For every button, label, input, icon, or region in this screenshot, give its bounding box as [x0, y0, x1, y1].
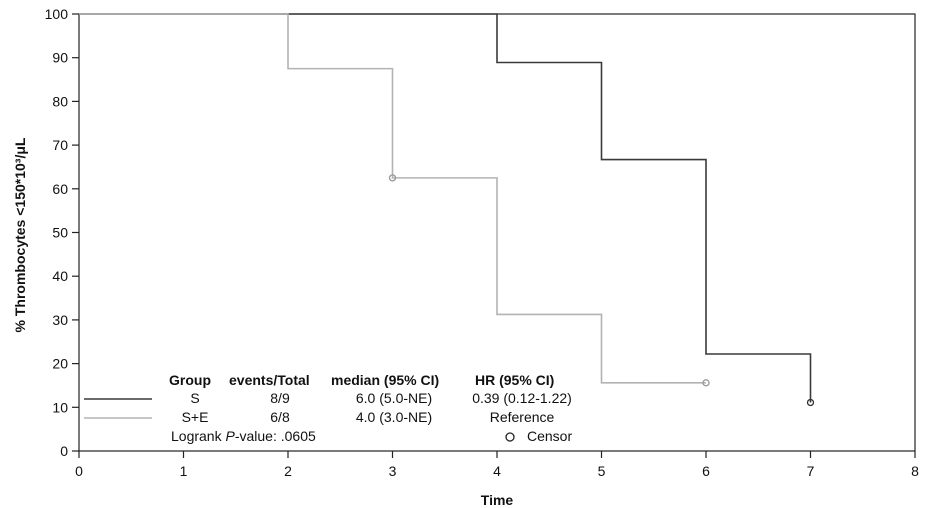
y-tick-label: 10 — [52, 399, 68, 415]
legend-row-s-group: S — [190, 390, 199, 406]
y-tick-label: 80 — [52, 93, 68, 109]
x-tick-label: 1 — [180, 463, 188, 479]
logrank-p: P — [225, 428, 235, 444]
legend-row-s-median: 6.0 (5.0-NE) — [356, 390, 432, 406]
legend-row-se-median: 4.0 (3.0-NE) — [356, 409, 432, 425]
y-axis-ticks: 0 10 20 30 40 50 60 70 80 90 100 — [45, 6, 79, 459]
x-tick-label: 7 — [807, 463, 815, 479]
y-tick-label: 60 — [52, 181, 68, 197]
x-tick-label: 5 — [598, 463, 606, 479]
legend-header-median: median (95% CI) — [331, 372, 439, 388]
x-tick-label: 2 — [284, 463, 292, 479]
censor-mark-s-e — [702, 379, 710, 387]
x-tick-label: 6 — [702, 463, 710, 479]
x-tick-label: 3 — [389, 463, 397, 479]
legend-row-s-events: 8/9 — [270, 390, 290, 406]
x-axis-ticks: 0 1 2 3 4 5 6 7 8 — [75, 451, 919, 479]
x-tick-label: 8 — [911, 463, 919, 479]
y-tick-label: 90 — [52, 50, 68, 66]
censor-mark-s-e — [388, 174, 397, 182]
legend-censor-icon — [505, 432, 515, 442]
legend-censor-label: Censor — [527, 428, 572, 444]
x-tick-label: 4 — [493, 463, 501, 479]
y-tick-label: 50 — [52, 225, 68, 241]
y-axis-title: % Thrombocytes <150*10³/μL — [12, 137, 28, 332]
censor-mark-s — [806, 398, 815, 407]
y-tick-label: 40 — [52, 268, 68, 284]
legend-row-se-group: S+E — [182, 409, 209, 425]
legend-row-se-hr: Reference — [490, 409, 555, 425]
series-line-s-e — [79, 13, 706, 384]
y-tick-label: 100 — [45, 6, 69, 22]
y-tick-label: 70 — [52, 137, 68, 153]
series-line-s — [79, 13, 812, 403]
y-tick-label: 30 — [52, 312, 68, 328]
x-tick-label: 0 — [75, 463, 83, 479]
legend-row-s-hr: 0.39 (0.12-1.22) — [472, 390, 572, 406]
x-axis-title: Time — [481, 492, 514, 508]
y-tick-label: 0 — [60, 443, 68, 459]
legend-header-group: Group — [169, 372, 211, 388]
logrank-suffix: -value: .0605 — [235, 428, 316, 444]
legend: Group events/Total median (95% CI) HR (9… — [84, 372, 572, 444]
logrank-prefix: Logrank — [171, 428, 225, 444]
y-tick-label: 20 — [52, 356, 68, 372]
legend-logrank: Logrank P-value: .0605 — [171, 428, 316, 444]
survival-curves — [79, 13, 815, 407]
legend-row-se-events: 6/8 — [270, 409, 290, 425]
legend-header-hr: HR (95% CI) — [475, 372, 554, 388]
legend-header-events: events/Total — [229, 372, 310, 388]
